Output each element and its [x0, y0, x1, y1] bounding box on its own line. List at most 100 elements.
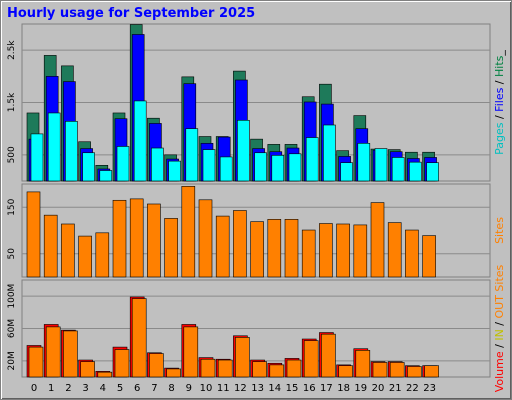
ytick-label-bottom-1: 60M: [7, 319, 17, 338]
bar-top-pages-23: [426, 162, 439, 182]
bar-middle-sites-12: [233, 210, 247, 278]
bar-top-pages-14: [271, 155, 285, 182]
bar-middle-sites-17: [319, 223, 333, 278]
bar-top-pages-0: [30, 133, 44, 182]
bar-bottom-out-7: [149, 353, 164, 378]
legend-top-segment-2: Files: [493, 87, 506, 111]
legend-bottom-segment-4: OUT: [493, 295, 506, 319]
legend-top: Pages / Files / Hits_: [493, 50, 506, 155]
bar-bottom-out-16: [303, 340, 319, 378]
bar-top-pages-15: [288, 153, 302, 182]
bar-top-pages-17: [323, 124, 336, 182]
bar-top-pages-7: [151, 147, 164, 182]
bar-middle-sites-9: [181, 186, 196, 278]
bar-bottom-out-23: [424, 365, 439, 378]
ytick-label-bottom-2: 100M: [7, 284, 17, 309]
bar-middle-sites-2: [61, 223, 75, 278]
bar-middle-sites-7: [147, 203, 161, 278]
bar-middle-sites-21: [387, 222, 402, 278]
ytick-label-middle-0: 50: [7, 248, 17, 260]
chart-title: Hourly usage for September 2025: [7, 6, 256, 21]
bar-bottom-out-11: [217, 359, 233, 378]
legend-bottom-segment-3: /: [493, 318, 506, 329]
bar-middle-sites-13: [250, 221, 264, 278]
xtick-label-2: 2: [65, 383, 71, 394]
bar-bottom-out-5: [114, 349, 130, 378]
ytick-label-middle-1: 150: [7, 198, 17, 215]
xtick-label-17: 17: [320, 383, 333, 394]
bar-middle-sites-14: [267, 219, 282, 278]
bar-bottom-out-19: [355, 350, 371, 378]
xtick-label-20: 20: [372, 383, 385, 394]
bar-bottom-out-12: [235, 337, 250, 378]
bar-middle-sites-11: [215, 215, 230, 278]
legend-bottom-segment-1: /: [493, 341, 506, 352]
bar-middle-sites-23: [422, 235, 436, 278]
bar-bottom-out-21: [389, 362, 405, 378]
bar-middle-sites-16: [301, 229, 316, 278]
bar-bottom-out-3: [80, 361, 95, 378]
bar-middle-sites-3: [78, 235, 92, 278]
bar-bottom-out-6: [131, 298, 147, 378]
bar-bottom-out-4: [97, 371, 113, 378]
bar-middle-sites-15: [284, 219, 299, 278]
xtick-label-16: 16: [303, 383, 316, 394]
bar-top-pages-6: [133, 100, 147, 182]
bar-top-pages-9: [185, 128, 199, 182]
bar-bottom-out-10: [200, 358, 216, 378]
legend-top-segment-4: Hits: [493, 55, 506, 77]
xtick-label-22: 22: [406, 383, 419, 394]
xtick-label-8: 8: [168, 383, 174, 394]
bar-middle-sites-1: [43, 214, 58, 278]
xtick-label-4: 4: [100, 383, 106, 394]
xtick-label-11: 11: [217, 383, 230, 394]
bar-middle-sites-4: [95, 232, 110, 278]
legend-middle-segment-0: Sites: [493, 217, 506, 244]
bar-bottom-out-18: [338, 365, 353, 378]
bar-bottom-out-8: [166, 368, 181, 378]
bar-bottom-out-15: [286, 359, 302, 378]
xtick-label-12: 12: [234, 383, 247, 394]
bar-bottom-out-14: [269, 364, 285, 378]
xtick-label-6: 6: [134, 383, 140, 394]
bar-bottom-out-2: [63, 330, 78, 378]
xtick-label-21: 21: [389, 383, 402, 394]
legend-top-segment-3: /: [493, 77, 506, 88]
bar-top-pages-3: [82, 152, 95, 182]
xtick-label-9: 9: [186, 383, 192, 394]
xtick-label-19: 19: [354, 383, 367, 394]
legend-top-segment-0: Pages: [493, 122, 506, 155]
bar-top-pages-18: [340, 162, 353, 182]
ytick-label-top-2: 2.5k: [7, 40, 17, 60]
bar-top-pages-11: [219, 156, 233, 182]
bar-top-pages-5: [116, 146, 130, 182]
xtick-label-15: 15: [286, 383, 299, 394]
legend-bottom-segment-2: IN: [493, 329, 506, 340]
bar-top-pages-2: [65, 121, 78, 182]
bar-middle-sites-19: [353, 224, 368, 278]
bar-bottom-out-13: [252, 361, 267, 378]
bar-middle-sites-20: [370, 202, 385, 278]
xtick-label-0: 0: [31, 383, 37, 394]
bar-bottom-out-0: [28, 346, 44, 378]
xtick-label-14: 14: [268, 383, 281, 394]
xtick-label-10: 10: [200, 383, 213, 394]
bar-middle-sites-22: [405, 229, 419, 278]
bar-top-pages-4: [99, 170, 113, 182]
xtick-label-23: 23: [423, 383, 436, 394]
bar-bottom-out-9: [183, 326, 199, 378]
legend-bottom-segment-0: Volume: [493, 351, 506, 392]
xtick-label-1: 1: [48, 383, 54, 394]
bar-middle-sites-18: [336, 223, 350, 278]
bar-bottom-out-20: [372, 362, 388, 378]
ytick-label-top-1: 1.5k: [7, 92, 17, 112]
bar-top-pages-10: [202, 149, 216, 182]
xtick-label-18: 18: [337, 383, 350, 394]
xtick-label-7: 7: [151, 383, 157, 394]
bar-top-pages-13: [254, 152, 267, 182]
bar-bottom-out-1: [45, 326, 61, 378]
bar-middle-sites-0: [26, 191, 41, 278]
bar-middle-sites-8: [164, 218, 178, 278]
bar-top-pages-19: [357, 143, 371, 182]
bar-middle-sites-10: [198, 199, 213, 278]
